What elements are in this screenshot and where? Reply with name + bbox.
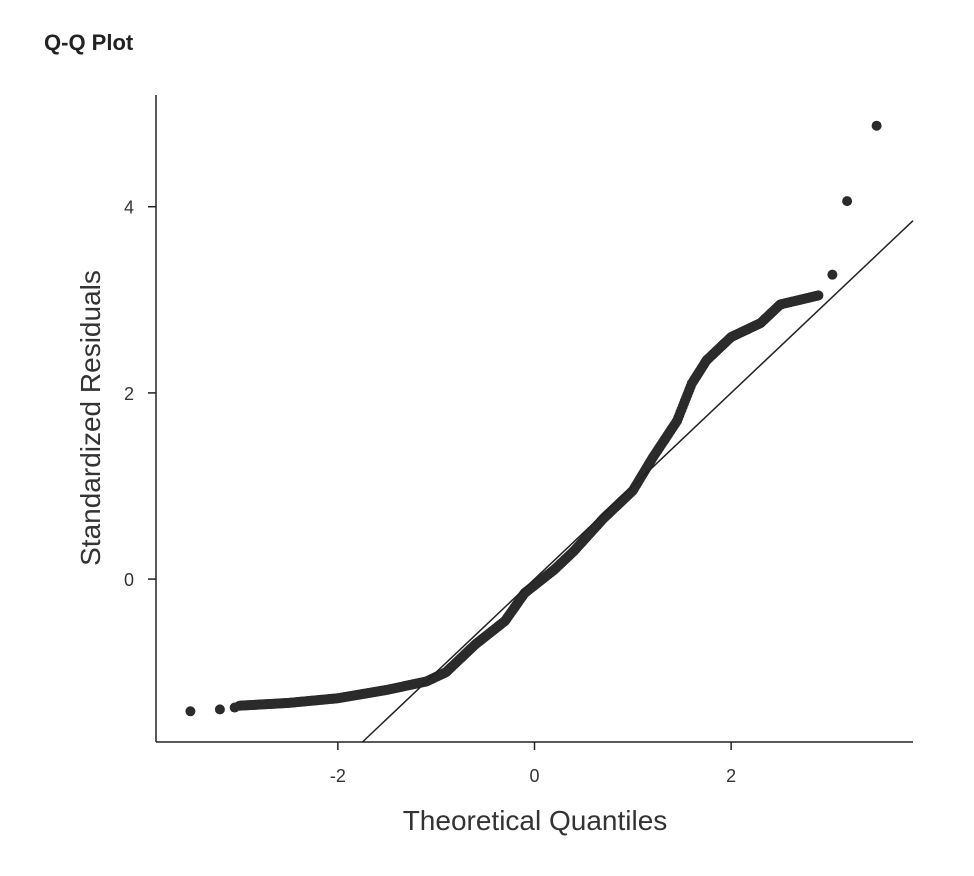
x-ticks: -2 0 2 (330, 742, 736, 786)
data-point (185, 706, 196, 717)
chart-title: Q-Q Plot (44, 30, 134, 55)
data-point (813, 290, 824, 301)
x-tick-label: 2 (726, 766, 736, 786)
data-point (229, 702, 240, 713)
y-ticks: 0 2 4 (124, 198, 156, 590)
x-axis-title: Theoretical Quantiles (403, 805, 668, 836)
data-point (871, 120, 882, 131)
data-point (827, 269, 838, 280)
reference-line (361, 220, 914, 743)
points-layer (185, 120, 882, 717)
y-tick-label: 0 (124, 570, 134, 590)
data-point (842, 196, 853, 207)
x-tick-label: -2 (330, 766, 346, 786)
y-axis-title: Standardized Residuals (75, 270, 106, 566)
y-tick-label: 2 (124, 384, 134, 404)
x-tick-label: 0 (529, 766, 539, 786)
data-point (214, 704, 225, 715)
y-tick-label: 4 (124, 198, 134, 218)
